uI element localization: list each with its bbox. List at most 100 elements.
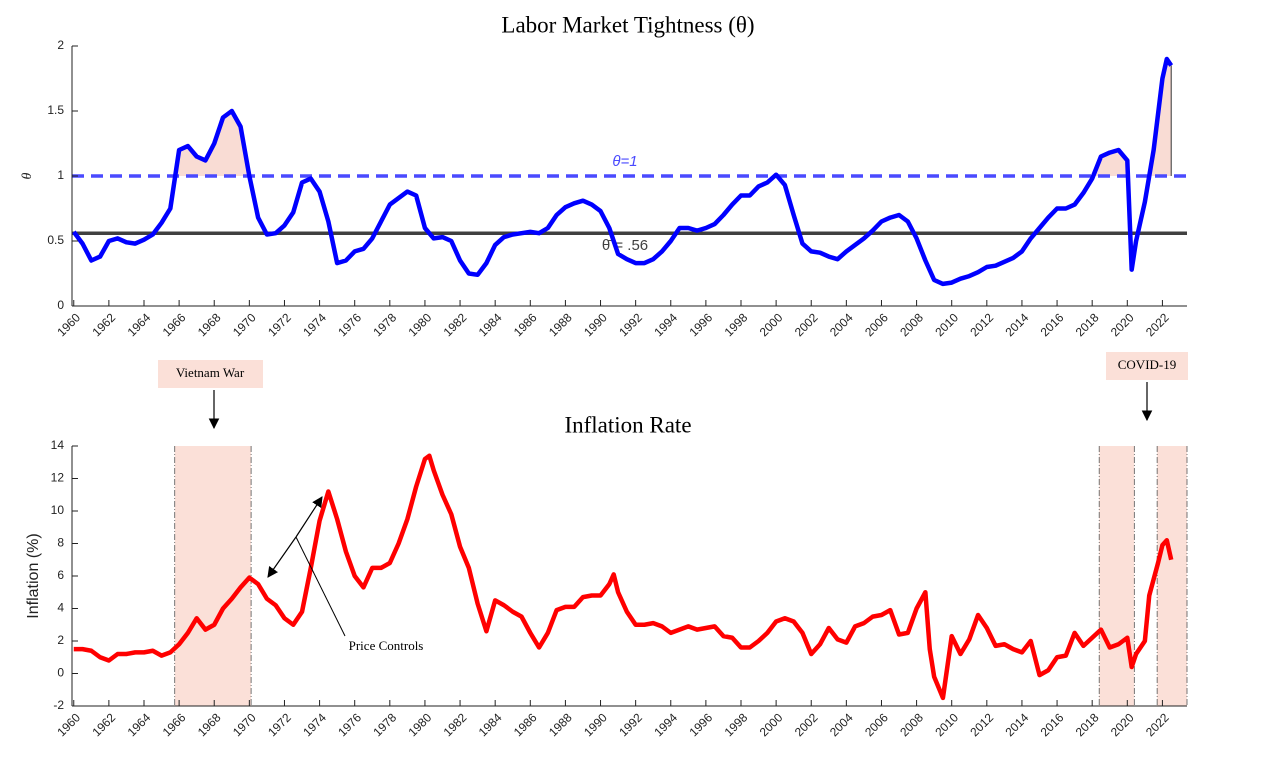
- annotation-box: [1106, 352, 1188, 380]
- x-tick-label: 1970: [230, 710, 259, 739]
- x-tick-label: 2014: [1003, 310, 1032, 339]
- y-tick-label: 1: [57, 168, 64, 182]
- annotation-leader: [295, 536, 346, 637]
- x-tick-label: 1982: [441, 310, 470, 339]
- x-tick-label: 2010: [932, 710, 961, 739]
- ref-label: θ=1: [612, 153, 637, 170]
- annotation: Vietnam War: [176, 365, 245, 380]
- x-tick-label: 2006: [862, 310, 891, 339]
- x-tick-label: 1962: [89, 710, 118, 739]
- y-axis-label: θ: [20, 172, 35, 179]
- x-tick-label: 2006: [862, 710, 891, 739]
- y-tick-label: 6: [57, 568, 64, 582]
- x-tick-label: 1982: [441, 710, 470, 739]
- x-tick-label: 1988: [546, 710, 575, 739]
- x-tick-label: 1998: [722, 710, 751, 739]
- annotation: COVID-19: [1118, 357, 1177, 372]
- chart-title: Labor Market Tightness (θ): [501, 12, 754, 37]
- y-tick-label: 2: [57, 633, 64, 647]
- x-tick-label: 1998: [722, 310, 751, 339]
- x-tick-label: 2000: [757, 710, 786, 739]
- y-tick-label: 12: [51, 471, 65, 485]
- x-tick-label: 1984: [476, 310, 505, 339]
- series-line: [71, 56, 1174, 287]
- y-axis-label: Inflation (%): [25, 533, 42, 618]
- series-line: [73, 453, 1174, 701]
- x-tick-label: 2008: [897, 310, 926, 339]
- x-tick-label: 1964: [125, 310, 154, 339]
- annotation-arrow: [295, 496, 323, 538]
- x-tick-label: 2010: [932, 310, 961, 339]
- x-tick-label: 1976: [335, 710, 364, 739]
- chart-title: Inflation Rate: [564, 412, 691, 437]
- x-tick-label: 1986: [511, 710, 540, 739]
- x-tick-label: 2018: [1073, 710, 1102, 739]
- y-tick-label: -2: [53, 698, 64, 712]
- y-tick-label: 0: [57, 298, 64, 312]
- x-tick-label: 1960: [54, 310, 83, 339]
- x-tick-label: 1994: [651, 710, 680, 739]
- x-tick-label: 1986: [511, 310, 540, 339]
- x-tick-label: 1996: [686, 310, 715, 339]
- x-tick-label: 1964: [125, 710, 154, 739]
- x-tick-label: 2004: [827, 310, 856, 339]
- x-tick-label: 1990: [581, 310, 610, 339]
- annotation: Price Controls: [349, 638, 424, 653]
- x-tick-label: 1972: [265, 710, 294, 739]
- shaded-period: [174, 446, 252, 706]
- x-tick-label: 2008: [897, 710, 926, 739]
- x-tick-label: 2012: [967, 710, 996, 739]
- y-tick-label: 8: [57, 536, 64, 550]
- x-tick-label: 2020: [1108, 310, 1137, 339]
- x-tick-label: 2014: [1003, 710, 1032, 739]
- annotation-arrow: [267, 536, 297, 578]
- x-tick-label: 1996: [686, 710, 715, 739]
- x-tick-label: 1978: [370, 310, 399, 339]
- x-tick-label: 1966: [160, 710, 189, 739]
- y-tick-label: 10: [51, 503, 65, 517]
- annotation-box: [158, 360, 263, 388]
- x-tick-label: 1992: [616, 710, 645, 739]
- x-tick-label: 1976: [335, 310, 364, 339]
- x-tick-label: 1960: [54, 710, 83, 739]
- y-tick-label: 0: [57, 666, 64, 680]
- y-tick-label: 4: [57, 601, 64, 615]
- x-tick-label: 2020: [1108, 710, 1137, 739]
- x-tick-label: 1968: [195, 710, 224, 739]
- shaded-period: [1099, 446, 1135, 706]
- y-tick-label: 2: [57, 38, 64, 52]
- x-tick-label: 1980: [406, 710, 435, 739]
- x-tick-label: 2022: [1143, 310, 1172, 339]
- ref-label: θ̄ = .56: [602, 237, 648, 254]
- x-tick-label: 1988: [546, 310, 575, 339]
- shaded-period: [1157, 446, 1187, 706]
- x-tick-label: 1980: [406, 310, 435, 339]
- x-tick-label: 1974: [300, 310, 329, 339]
- x-tick-label: 2018: [1073, 310, 1102, 339]
- x-tick-label: 2004: [827, 710, 856, 739]
- x-tick-label: 2000: [757, 310, 786, 339]
- x-tick-label: 1992: [616, 310, 645, 339]
- x-tick-label: 2002: [792, 710, 821, 739]
- x-tick-label: 1990: [581, 710, 610, 739]
- x-tick-label: 1972: [265, 310, 294, 339]
- x-tick-label: 1966: [160, 310, 189, 339]
- y-tick-label: 0.5: [47, 233, 64, 247]
- y-tick-label: 14: [51, 438, 65, 452]
- tight-area: [73, 59, 1172, 176]
- x-tick-label: 2002: [792, 310, 821, 339]
- panel: θ=1 θ̄ = .56 0 0.5 1 1.5 2 1960 1962 1964 1966 1968…: [20, 12, 1187, 339]
- x-tick-label: 1994: [651, 310, 680, 339]
- x-tick-label: 1974: [300, 710, 329, 739]
- x-tick-label: 1968: [195, 310, 224, 339]
- x-tick-label: 2022: [1143, 710, 1172, 739]
- x-tick-label: 2016: [1038, 710, 1067, 739]
- x-tick-label: 1978: [370, 710, 399, 739]
- x-tick-label: 2012: [967, 310, 996, 339]
- x-tick-label: 2016: [1038, 310, 1067, 339]
- x-tick-label: 1962: [89, 310, 118, 339]
- x-tick-label: 1984: [476, 710, 505, 739]
- x-tick-label: 1970: [230, 310, 259, 339]
